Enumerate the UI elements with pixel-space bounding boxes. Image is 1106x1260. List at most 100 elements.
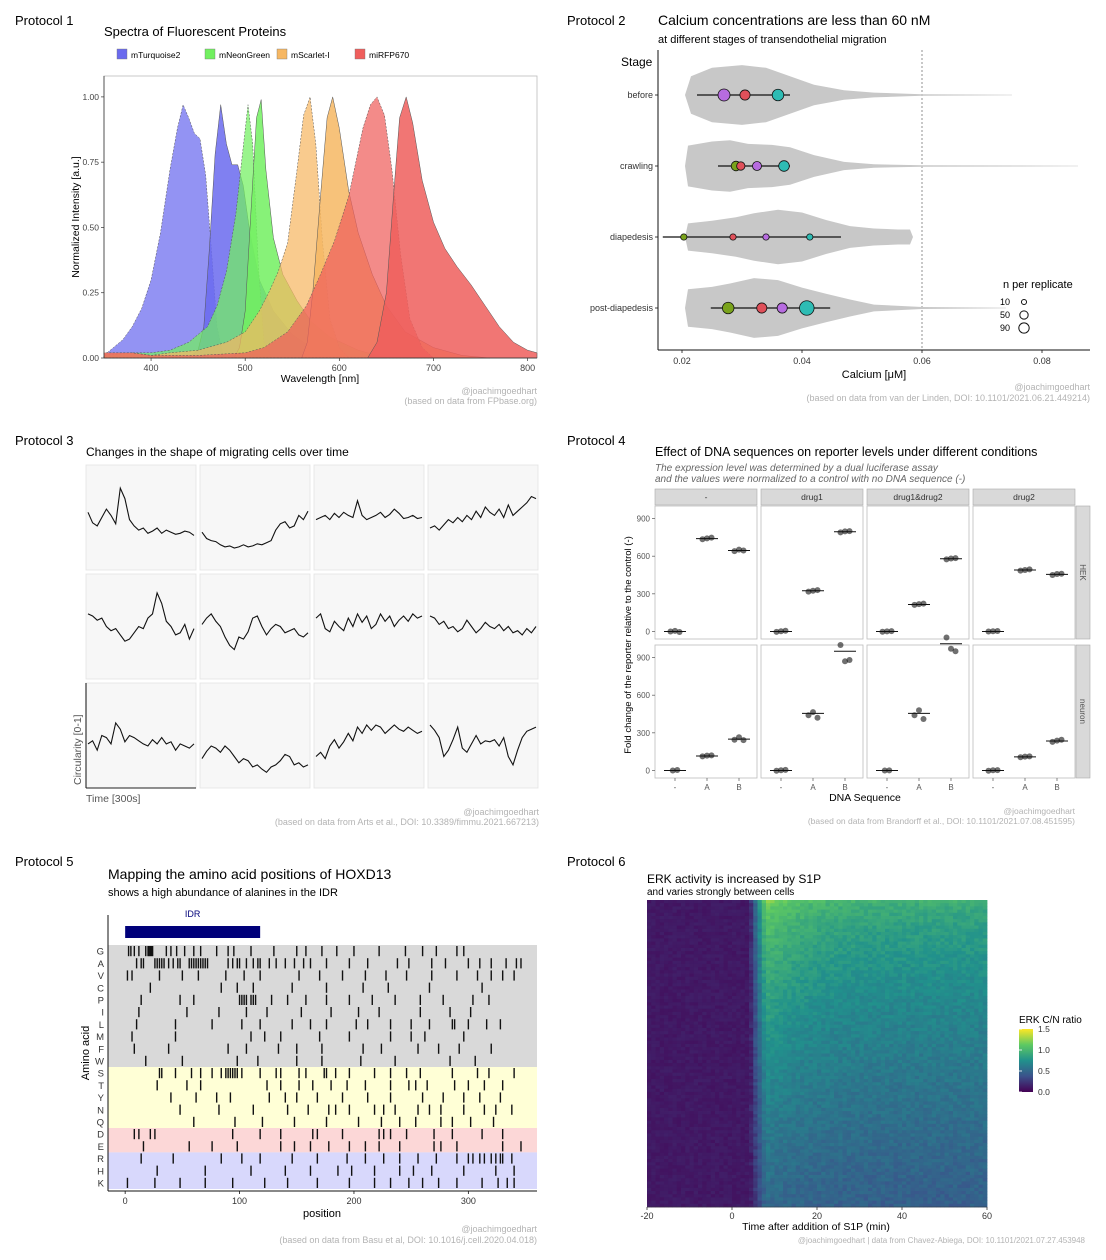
heatmap-cell xyxy=(719,1034,724,1038)
heatmap-cell xyxy=(753,1066,758,1070)
heatmap-cell xyxy=(727,967,733,971)
heatmap-cell xyxy=(774,1015,780,1019)
heatmap-cell xyxy=(897,925,903,930)
heatmap-cell xyxy=(825,941,831,946)
heatmap-cell xyxy=(893,944,899,949)
heatmap-cell xyxy=(829,960,835,965)
heatmap-cell xyxy=(872,944,877,949)
heatmap-cell xyxy=(681,1018,686,1022)
heatmap-cell xyxy=(863,976,869,981)
heatmap-cell xyxy=(953,1047,958,1051)
residue-mark xyxy=(408,1080,410,1091)
heatmap-cell xyxy=(855,1053,860,1058)
residue-mark xyxy=(264,1177,266,1188)
heatmap-cell xyxy=(923,983,928,987)
heatmap-cell xyxy=(970,909,975,914)
heatmap-cell xyxy=(885,938,890,942)
heatmap-cell xyxy=(676,951,682,955)
heatmap-cell xyxy=(974,960,979,965)
heatmap-cell xyxy=(872,935,877,939)
heatmap-cell xyxy=(757,1047,763,1051)
heatmap-cell xyxy=(889,909,894,914)
heatmap-cell xyxy=(659,915,665,920)
heatmap-cell xyxy=(893,1047,899,1051)
heatmap-cell xyxy=(689,938,695,942)
heatmap-cell xyxy=(872,1050,877,1054)
heatmap-cell xyxy=(770,900,775,904)
heatmap-cell xyxy=(902,928,907,933)
heatmap-cell xyxy=(906,1024,911,1029)
residue-mark xyxy=(312,1080,314,1091)
heatmap-cell xyxy=(698,1027,703,1032)
heatmap-cell xyxy=(923,973,928,978)
heatmap-cell xyxy=(804,1018,809,1022)
heatmap-cell xyxy=(715,1047,720,1051)
residue-mark xyxy=(158,958,161,969)
residue-mark xyxy=(499,1092,502,1103)
heatmap-cell xyxy=(897,1011,903,1016)
heatmap-cell xyxy=(927,1063,933,1067)
heatmap-cell xyxy=(795,954,801,958)
heatmap-cell xyxy=(795,957,801,962)
heatmap-cell xyxy=(885,960,890,965)
heatmap-cell xyxy=(744,967,750,971)
heatmap-cell xyxy=(664,909,669,914)
heatmap-cell xyxy=(778,1027,784,1032)
residue-mark xyxy=(286,994,289,1005)
heatmap-cell xyxy=(876,1063,882,1067)
heatmap-cell xyxy=(906,954,911,958)
heatmap-cell xyxy=(702,1050,707,1054)
heatmap-cell xyxy=(863,986,869,990)
heatmap-cell xyxy=(749,912,754,917)
heatmap-cell xyxy=(876,1034,882,1038)
heatmap-cell xyxy=(740,995,746,1000)
heatmap-cell xyxy=(723,1037,729,1042)
heatmap-cell xyxy=(800,979,805,984)
heatmap-cell xyxy=(817,957,822,962)
heatmap-cell xyxy=(914,903,920,907)
heatmap-cell xyxy=(978,912,984,917)
heatmap-cell xyxy=(710,938,716,942)
residue-mark xyxy=(378,1141,380,1152)
heatmap-cell xyxy=(919,973,924,978)
heatmap-cell xyxy=(795,912,801,917)
heatmap-cell xyxy=(821,951,826,955)
heatmap-cell xyxy=(965,1021,971,1026)
residue-mark xyxy=(130,946,132,957)
heatmap-cell xyxy=(672,1053,678,1058)
heatmap-cell xyxy=(863,944,869,949)
residue-mark xyxy=(138,946,140,957)
heatmap-cell xyxy=(838,1015,843,1019)
residue-mark xyxy=(193,1116,195,1127)
data-point xyxy=(990,767,996,774)
heatmap-cell xyxy=(647,931,652,936)
residue-mark xyxy=(364,970,367,981)
data-point xyxy=(805,588,812,595)
heatmap-cell xyxy=(940,1043,945,1048)
heatmap-cell xyxy=(821,1008,826,1013)
heatmap-cell xyxy=(927,944,933,949)
residue-mark xyxy=(170,946,172,957)
residue-mark xyxy=(408,1177,410,1188)
heatmap-cell xyxy=(668,1031,673,1035)
heatmap-cell xyxy=(808,1011,814,1016)
heatmap-cell xyxy=(727,947,733,952)
heatmap-cell xyxy=(842,915,848,920)
heatmap-cell xyxy=(719,1008,724,1013)
heatmap-cell xyxy=(978,915,984,920)
heatmap-cell xyxy=(931,1063,937,1067)
heatmap-cell xyxy=(919,1050,924,1054)
heatmap-cell xyxy=(906,951,911,955)
heatmap-cell xyxy=(761,944,767,949)
heatmap-cell xyxy=(800,909,805,914)
heatmap-cell xyxy=(723,909,729,914)
heatmap-cell xyxy=(893,995,899,1000)
heatmap-cell xyxy=(744,1047,750,1051)
residue-mark xyxy=(233,946,235,957)
heatmap-cell xyxy=(727,928,733,933)
residue-mark xyxy=(417,1153,419,1164)
data-point xyxy=(672,627,678,634)
replicate-mean-point xyxy=(771,88,785,102)
heatmap-cell xyxy=(927,903,933,907)
